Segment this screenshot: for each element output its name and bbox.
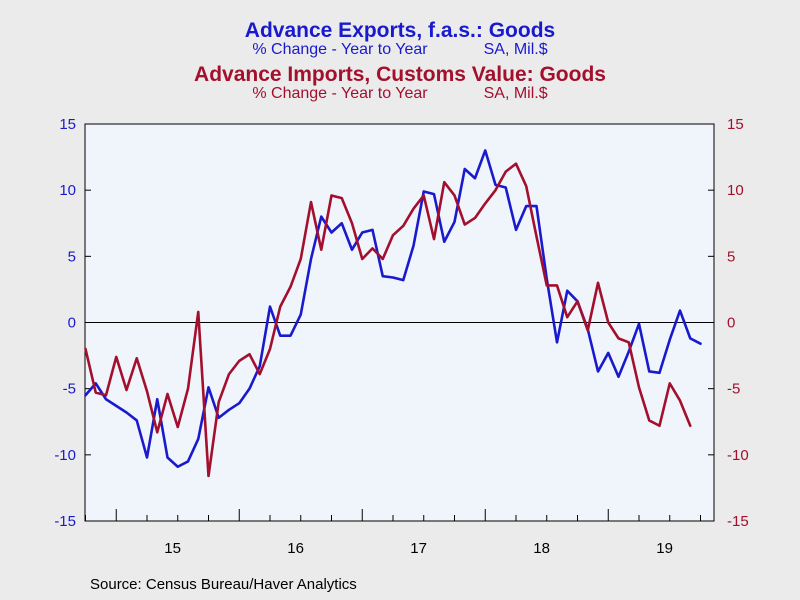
x-tick-label: 17 — [410, 540, 427, 557]
imports-series-line — [84, 162, 692, 478]
y-right-tick-label: 15 — [727, 116, 744, 133]
y-right-tick-label: 10 — [727, 182, 744, 199]
exports-subtitle: % Change - Year to Year SA, Mil.$ — [0, 41, 800, 59]
imports-subtitle-right: SA, Mil.$ — [483, 85, 548, 102]
y-right-tick-label: -5 — [727, 381, 740, 398]
exports-title: Advance Exports, f.a.s.: Goods — [244, 19, 556, 42]
y-left-tick-label: 10 — [59, 182, 76, 199]
source-note: Source: Census Bureau/Haver Analytics — [90, 576, 357, 593]
x-tick-label: 16 — [287, 540, 304, 557]
x-tick-label: 18 — [533, 540, 550, 557]
y-right-tick-label: 0 — [727, 315, 735, 332]
y-right-tick-label: -15 — [727, 513, 749, 530]
y-right-tick-label: -10 — [727, 447, 749, 464]
y-left-tick-label: -15 — [54, 513, 76, 530]
y-left-tick-label: 0 — [68, 315, 76, 332]
exports-subtitle-left: % Change - Year to Year — [252, 41, 428, 58]
imports-title: Advance Imports, Customs Value: Goods — [194, 63, 606, 86]
exports-subtitle-right: SA, Mil.$ — [483, 41, 548, 58]
y-left-tick-label: -5 — [63, 381, 76, 398]
imports-subtitle-left: % Change - Year to Year — [252, 85, 428, 102]
exports-series-line — [84, 149, 702, 469]
y-left-tick-label: 5 — [68, 248, 76, 265]
imports-subtitle: % Change - Year to Year SA, Mil.$ — [0, 85, 800, 103]
x-tick-label: 19 — [656, 540, 673, 557]
y-left-tick-label: 15 — [59, 116, 76, 133]
y-left-tick-label: -10 — [54, 447, 76, 464]
y-right-tick-label: 5 — [727, 248, 735, 265]
x-tick-label: 15 — [164, 540, 181, 557]
